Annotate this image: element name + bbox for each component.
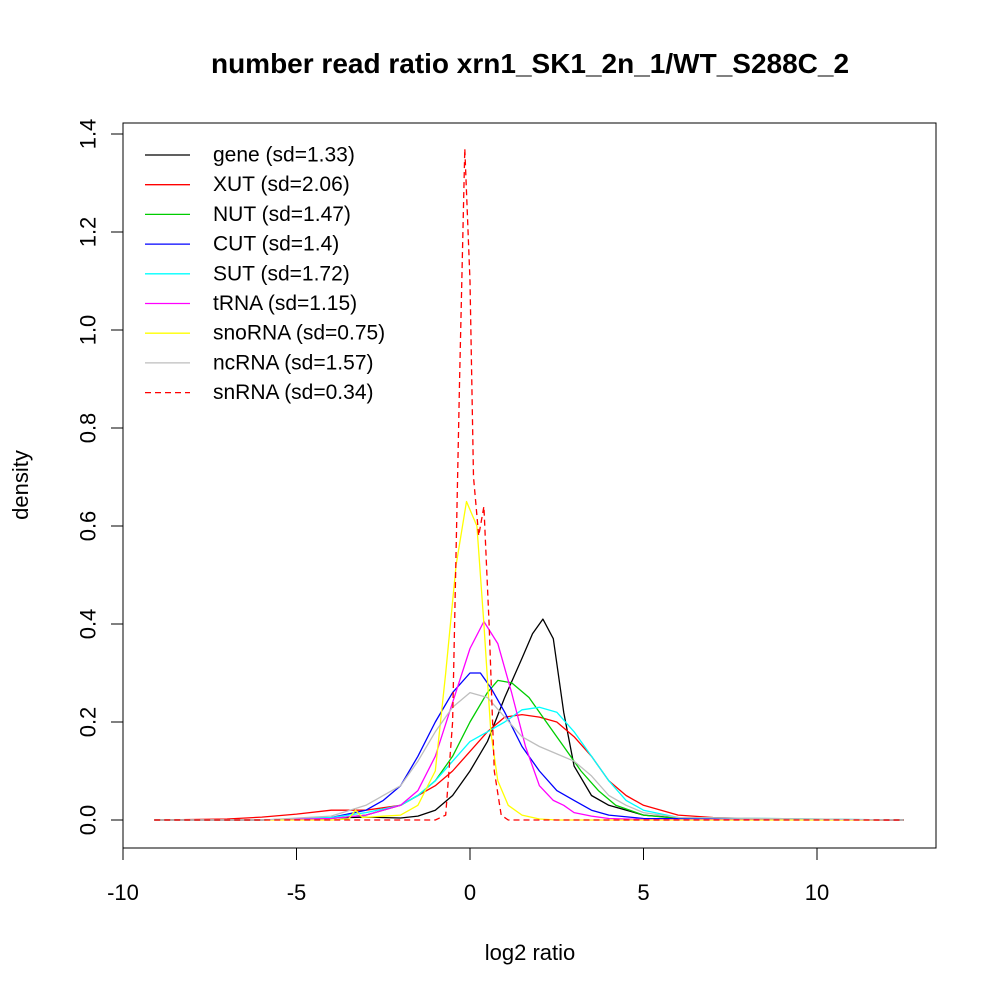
series-line: [154, 679, 904, 821]
chart-title: number read ratio xrn1_SK1_2n_1/WT_S288C…: [211, 48, 849, 79]
y-tick-label: 0.8: [76, 413, 101, 444]
legend-label: SUT (sd=1.72): [213, 262, 350, 285]
legend-label: gene (sd=1.33): [213, 144, 355, 167]
y-axis-label: density: [8, 450, 33, 520]
series-line: [154, 672, 904, 821]
series-layer: [154, 148, 904, 821]
legend-label: CUT (sd=1.4): [213, 233, 339, 256]
y-tick-label: 1.4: [76, 119, 101, 150]
x-tick-label: 0: [464, 880, 476, 905]
series-line: [154, 691, 904, 821]
y-tick-label: 1.2: [76, 217, 101, 248]
legend: gene (sd=1.33) XUT (sd=2.06) NUT (sd=1.47)…: [145, 144, 385, 404]
y-axis: 0.0 0.2 0.4 0.6 0.8 1.0 1.2 1.4: [76, 119, 124, 836]
series-line: [154, 618, 904, 821]
legend-label: snoRNA (sd=0.75): [213, 322, 385, 345]
x-tick-label: 5: [637, 880, 649, 905]
series-line: [154, 620, 904, 821]
x-tick-label: 10: [805, 880, 829, 905]
legend-label: tRNA (sd=1.15): [213, 292, 357, 315]
y-tick-label: 0.0: [76, 805, 101, 836]
x-tick-label: -10: [107, 880, 139, 905]
y-tick-label: 1.0: [76, 315, 101, 346]
series-line: [154, 500, 904, 821]
legend-label: NUT (sd=1.47): [213, 203, 351, 226]
x-axis-label: log2 ratio: [485, 940, 576, 965]
series-line: [154, 713, 904, 821]
x-axis: -10 -5 0 5 10: [107, 847, 829, 905]
legend-label: ncRNA (sd=1.57): [213, 351, 374, 374]
x-tick-label: -5: [287, 880, 307, 905]
legend-label: snRNA (sd=0.34): [213, 381, 374, 404]
y-tick-label: 0.4: [76, 609, 101, 640]
y-tick-label: 0.2: [76, 707, 101, 738]
series-line: [154, 706, 904, 821]
legend-label: XUT (sd=2.06): [213, 173, 350, 196]
series-line: [154, 148, 904, 821]
y-tick-label: 0.6: [76, 511, 101, 542]
